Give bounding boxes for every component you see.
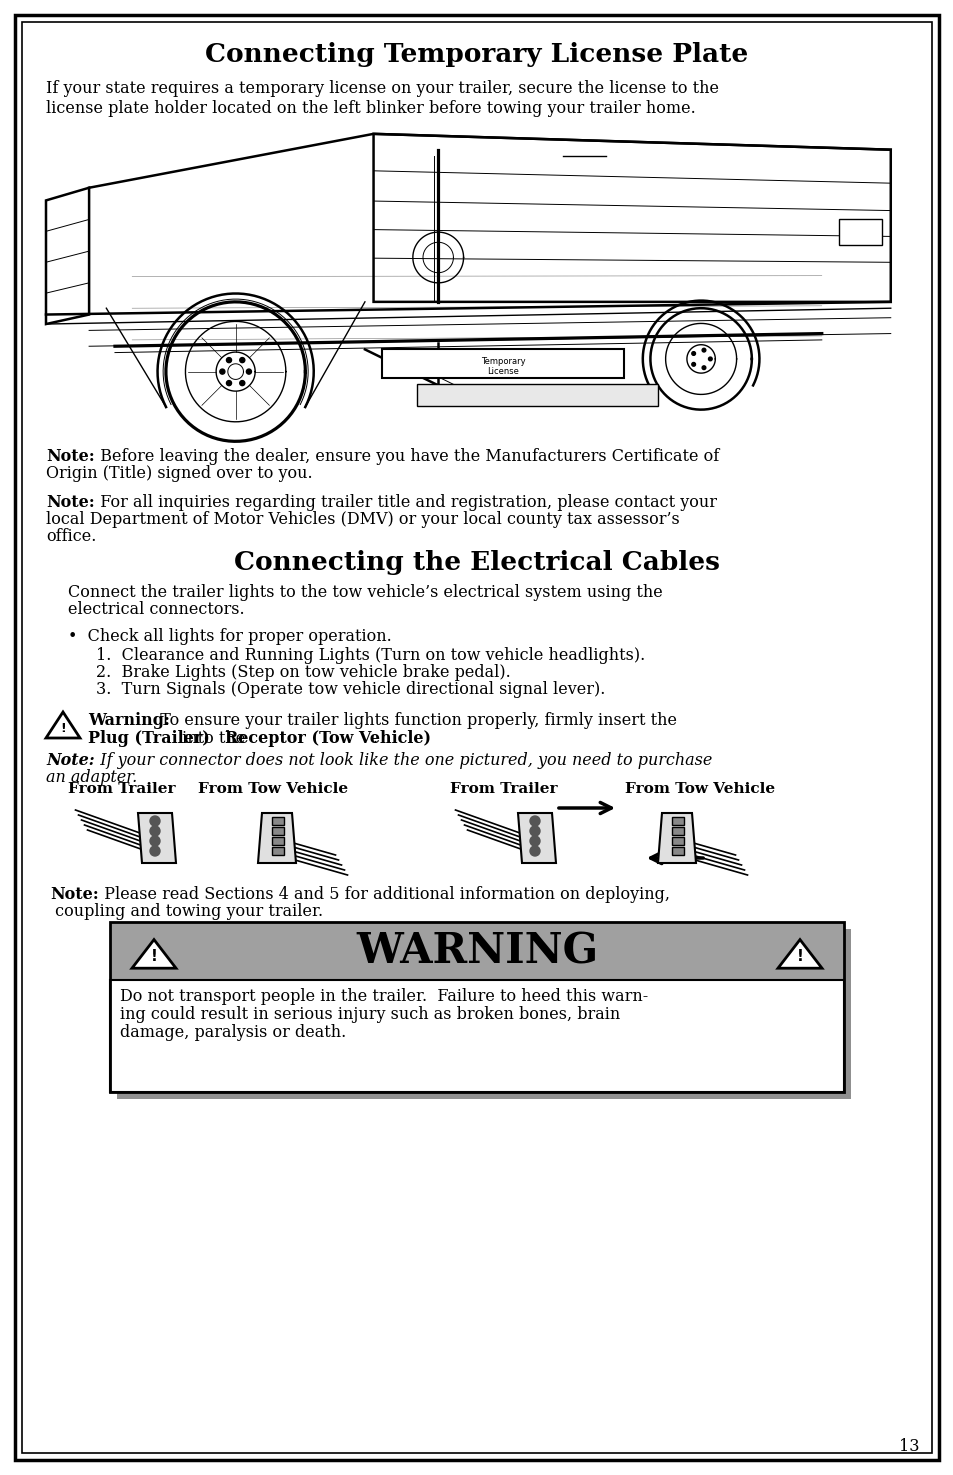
Text: Connecting the Electrical Cables: Connecting the Electrical Cables [233,550,720,575]
Bar [671,836,683,845]
Bar [110,922,843,979]
Text: From Tow Vehicle: From Tow Vehicle [198,782,348,796]
Polygon shape [374,134,890,302]
Text: •  Check all lights for proper operation.: • Check all lights for proper operation. [68,628,392,645]
Text: Before leaving the dealer, ensure you have the Manufacturers Certificate of: Before leaving the dealer, ensure you ha… [90,448,719,465]
Text: Plug (Trailer): Plug (Trailer) [88,730,210,746]
Circle shape [150,826,160,836]
Circle shape [239,357,245,363]
Circle shape [530,836,539,847]
Text: license plate holder located on the left blinker before towing your trailer home: license plate holder located on the left… [46,100,695,117]
Text: ing could result in serious injury such as broken bones, brain: ing could result in serious injury such … [120,1006,619,1024]
Bar [272,847,284,856]
Bar [382,350,623,378]
Polygon shape [778,940,821,968]
Text: Note:: Note: [46,448,94,465]
Text: Receptor (Tow Vehicle): Receptor (Tow Vehicle) [225,730,431,746]
Polygon shape [517,813,556,863]
Text: office.: office. [46,528,96,544]
Circle shape [530,847,539,856]
Text: Temporary: Temporary [480,357,524,366]
Text: If your state requires a temporary license on your trailer, secure the license t: If your state requires a temporary licen… [46,80,719,97]
Circle shape [150,816,160,826]
Bar [671,847,683,856]
Text: Do not transport people in the trailer.  Failure to heed this warn-: Do not transport people in the trailer. … [120,988,648,1004]
Bar [416,385,658,407]
Polygon shape [138,813,175,863]
Text: electrical connectors.: electrical connectors. [68,600,244,618]
Text: From Trailer: From Trailer [450,782,557,796]
Text: into the: into the [177,730,250,746]
Bar [110,979,843,1092]
Text: Origin (Title) signed over to you.: Origin (Title) signed over to you. [46,465,313,482]
Text: !: ! [60,723,66,736]
Circle shape [530,816,539,826]
Text: WARNING: WARNING [355,931,598,972]
Bar [272,827,284,835]
Circle shape [530,826,539,836]
Text: local Department of Motor Vehicles (DMV) or your local county tax assessor’s: local Department of Motor Vehicles (DMV)… [46,510,679,528]
Polygon shape [658,813,696,863]
Text: Connecting Temporary License Plate: Connecting Temporary License Plate [205,41,748,66]
Text: For all inquiries regarding trailer title and registration, please contact your: For all inquiries regarding trailer titl… [90,494,717,510]
Bar [110,979,843,1092]
Text: Warning:: Warning: [88,712,170,729]
Bar [671,827,683,835]
Text: damage, paralysis or death.: damage, paralysis or death. [120,1024,346,1041]
Circle shape [239,381,245,385]
Bar [272,836,284,845]
Text: .: . [373,730,377,746]
Text: 1.  Clearance and Running Lights (Turn on tow vehicle headlights).: 1. Clearance and Running Lights (Turn on… [96,648,644,664]
Text: Note:: Note: [46,494,94,510]
Circle shape [219,369,225,375]
Circle shape [226,357,232,363]
Polygon shape [257,813,295,863]
Circle shape [246,369,252,375]
Text: 3.  Turn Signals (Operate tow vehicle directional signal lever).: 3. Turn Signals (Operate tow vehicle dir… [96,681,605,698]
Circle shape [691,363,695,366]
Text: To ensure your trailer lights function properly, firmly insert the: To ensure your trailer lights function p… [150,712,677,729]
Bar [671,817,683,825]
Circle shape [226,381,232,385]
Text: License: License [486,366,518,376]
Circle shape [701,366,705,370]
Text: Note:: Note: [46,752,94,768]
Text: 13: 13 [899,1438,919,1454]
Text: From Trailer: From Trailer [68,782,175,796]
Text: coupling and towing your trailer.: coupling and towing your trailer. [50,903,323,920]
Bar [117,929,850,1099]
Bar [838,220,882,245]
Polygon shape [46,187,89,324]
Circle shape [150,836,160,847]
Text: Please read Sections 4 and 5 for additional information on deploying,: Please read Sections 4 and 5 for additio… [94,886,669,903]
Text: 2.  Brake Lights (Step on tow vehicle brake pedal).: 2. Brake Lights (Step on tow vehicle bra… [96,664,510,681]
Text: !: ! [151,948,157,963]
Circle shape [708,357,712,361]
Text: Connect the trailer lights to the tow vehicle’s electrical system using the: Connect the trailer lights to the tow ve… [68,584,662,600]
Text: If your connector does not look like the one pictured, you need to purchase: If your connector does not look like the… [90,752,712,768]
Text: Note:: Note: [50,886,99,903]
Text: From Tow Vehicle: From Tow Vehicle [624,782,774,796]
Polygon shape [132,940,175,968]
Bar [110,922,843,1092]
Text: an adapter.: an adapter. [46,768,137,786]
Polygon shape [46,712,80,738]
Bar [272,817,284,825]
Circle shape [701,348,705,353]
Circle shape [150,847,160,856]
Circle shape [691,351,695,355]
Text: !: ! [796,948,802,963]
